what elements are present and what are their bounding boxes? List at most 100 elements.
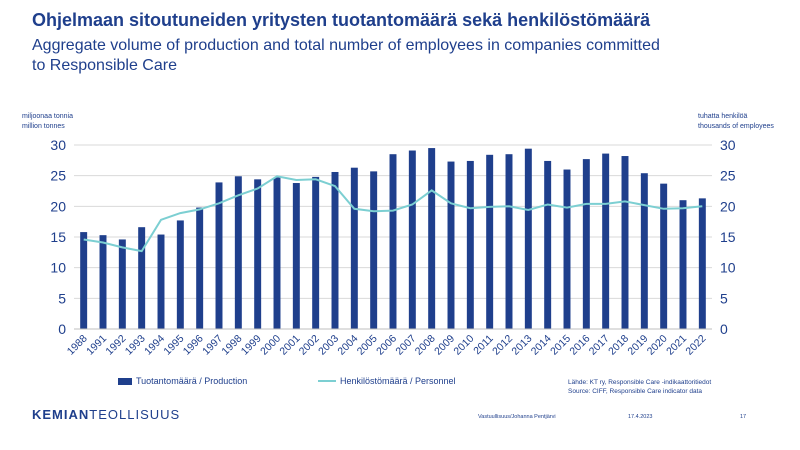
bar-production [196, 207, 204, 329]
legend-bar-swatch [118, 377, 132, 385]
bar-production [563, 169, 571, 329]
logo-regular-text: TEOLLISUUS [89, 407, 181, 422]
x-tick-label: 2002 [297, 333, 322, 358]
y-right-tick-label: 10 [720, 260, 736, 276]
source-fi: Lähde: KT ry, Responsible Care -indikaat… [568, 379, 712, 386]
bar-production [80, 232, 88, 329]
source-en: Source: CIFF, Responsible Care indicator… [568, 388, 703, 395]
x-tick-label: 2007 [393, 333, 418, 358]
bar-production [118, 239, 126, 329]
legend-label-production: Tuotantomäärä / Production [136, 376, 248, 386]
y-left-tick-label: 0 [58, 321, 66, 337]
footer-date: 17.4.2023 [628, 414, 653, 420]
bar-production [292, 183, 300, 329]
x-tick-label: 2018 [606, 333, 631, 358]
y-left-tick-label: 10 [50, 260, 66, 276]
bar-production [698, 198, 706, 329]
source-note: Lähde: KT ry, Responsible Care -indikaat… [568, 378, 711, 396]
bar-production [640, 173, 648, 329]
x-tick-label: 1994 [142, 333, 167, 358]
bar-production [621, 156, 629, 329]
bar-production [234, 176, 242, 329]
x-tick-label: 1999 [239, 333, 264, 358]
x-tick-label: 2020 [645, 333, 670, 358]
x-tick-label: 1997 [200, 333, 225, 358]
x-tick-label: 2016 [567, 333, 592, 358]
y-right-tick-label: 30 [720, 137, 736, 153]
x-tick-label: 1995 [161, 333, 186, 358]
x-tick-label: 1991 [84, 333, 109, 358]
x-tick-label: 2011 [471, 333, 496, 358]
footer-author: Vastuullisuus/Johanna Pentjärvi [478, 414, 556, 420]
page-number: 17 [740, 414, 747, 420]
right-axis-label-en: thousands of employees [698, 123, 774, 130]
line-personnel [83, 175, 703, 253]
bar-production [544, 160, 552, 329]
x-tick-label: 2019 [625, 333, 650, 358]
bar-production [466, 160, 474, 329]
legend-item-production: Tuotantomäärä / Production [118, 376, 247, 386]
x-tick-label: 1996 [181, 333, 206, 358]
bar-production [215, 182, 223, 329]
x-tick-label: 1998 [219, 333, 244, 358]
y-right-tick-label: 0 [720, 321, 728, 337]
bar-production [370, 171, 378, 329]
x-tick-label: 2015 [548, 333, 573, 358]
bar-production [138, 227, 146, 329]
bar-production [582, 159, 590, 329]
left-axis-label-en: million tonnes [22, 123, 65, 130]
x-tick-label: 1992 [103, 333, 128, 358]
left-axis-label: miljoonaa tonnia million tonnes [22, 112, 73, 132]
bar-production [157, 234, 165, 329]
x-tick-label: 2012 [490, 333, 515, 358]
x-tick-label: 2021 [664, 333, 689, 358]
slide-subtitle: Aggregate volume of production and total… [32, 37, 660, 74]
bar-production [350, 167, 358, 329]
x-tick-label: 2008 [413, 333, 438, 358]
x-tick-label: 2005 [355, 333, 380, 358]
bar-production [486, 154, 494, 329]
x-tick-label: 2022 [683, 333, 708, 358]
y-left-tick-label: 20 [50, 198, 66, 214]
bar-production [447, 161, 455, 329]
x-tick-label: 2014 [529, 333, 554, 358]
right-axis-label-fi: tuhatta henkilöä [698, 113, 748, 120]
y-left-tick-label: 25 [50, 168, 66, 184]
bar-production [273, 177, 281, 329]
x-tick-label: 2001 [277, 333, 302, 358]
y-right-tick-label: 25 [720, 168, 736, 184]
x-tick-label: 2006 [374, 333, 399, 358]
bar-production [408, 150, 416, 329]
y-left-tick-label: 15 [50, 229, 66, 245]
legend-label-personnel: Henkilöstömäärä / Personnel [340, 376, 456, 386]
x-tick-label: 2017 [587, 333, 612, 358]
x-tick-label: 2010 [451, 333, 476, 358]
bar-production [254, 179, 262, 329]
bar-production [602, 153, 610, 329]
bar-production [389, 154, 397, 329]
bar-production [99, 235, 107, 329]
right-axis-label: tuhatta henkilöä thousands of employees [698, 112, 774, 132]
x-tick-label: 1988 [65, 333, 90, 358]
x-tick-label: 2004 [335, 333, 360, 358]
y-left-tick-label: 30 [50, 137, 66, 153]
bar-production [176, 220, 184, 329]
legend-line-swatch [318, 380, 336, 382]
x-tick-label: 1993 [123, 333, 148, 358]
logo-bold-text: KEMIAN [32, 407, 90, 422]
x-tick-label: 2009 [432, 333, 457, 358]
bar-production [524, 148, 532, 329]
bar-production [428, 148, 436, 329]
y-left-tick-label: 5 [58, 290, 66, 306]
y-right-tick-label: 5 [720, 290, 728, 306]
slide-title: Ohjelmaan sitoutuneiden yritysten tuotan… [32, 10, 651, 30]
y-right-tick-label: 15 [720, 229, 736, 245]
legend-item-personnel: Henkilöstömäärä / Personnel [318, 376, 456, 386]
x-tick-label: 2003 [316, 333, 341, 358]
left-axis-label-fi: miljoonaa tonnia [22, 113, 73, 120]
kemianteollisuus-logo: KEMIANTEOLLISUUS [32, 407, 180, 422]
bar-production [679, 200, 687, 329]
x-tick-label: 2000 [258, 333, 283, 358]
x-tick-label: 2013 [509, 333, 534, 358]
